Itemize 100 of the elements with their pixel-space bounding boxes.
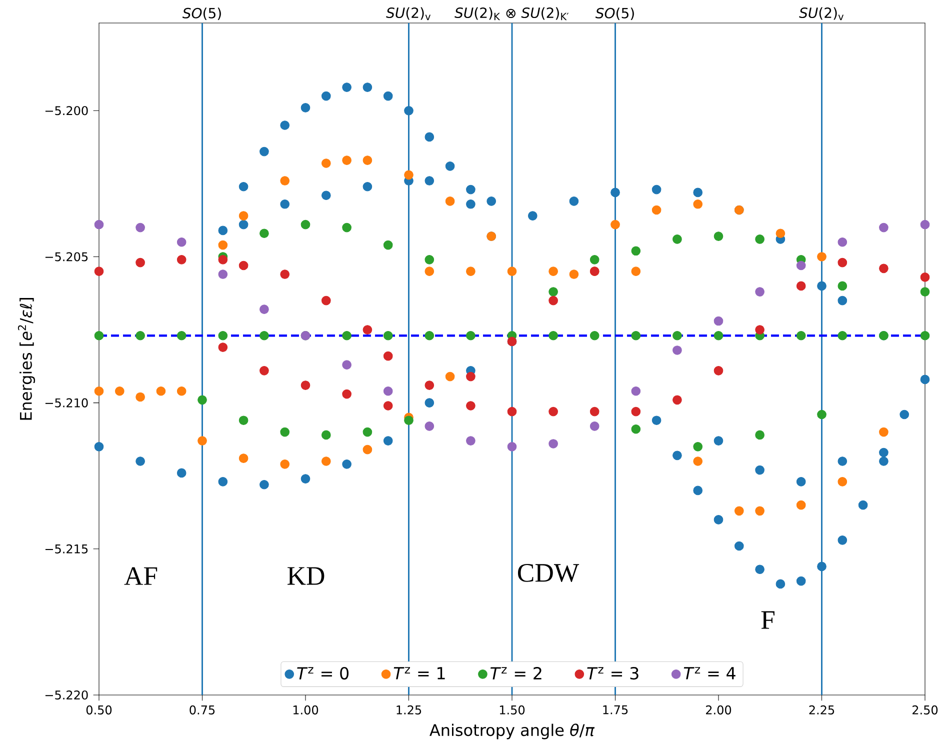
point xyxy=(548,287,558,296)
point xyxy=(280,427,290,437)
point xyxy=(838,477,848,486)
point xyxy=(631,424,641,434)
point xyxy=(260,228,269,238)
point xyxy=(238,416,248,426)
annotation: CDW xyxy=(518,564,580,582)
point xyxy=(507,442,517,452)
point xyxy=(879,427,888,437)
point xyxy=(238,454,248,464)
point xyxy=(672,330,682,340)
point xyxy=(796,330,806,340)
point xyxy=(176,386,186,396)
point xyxy=(548,266,558,276)
x-tick-label: 1.75 xyxy=(603,705,628,714)
point xyxy=(383,351,393,361)
point xyxy=(362,156,372,165)
point xyxy=(796,260,806,270)
point xyxy=(714,232,724,241)
point xyxy=(280,176,290,186)
point xyxy=(672,395,682,405)
point xyxy=(424,380,434,390)
point xyxy=(94,386,104,396)
y-tick-label: −5.220 xyxy=(45,690,88,700)
point xyxy=(321,296,331,306)
annotation: AF xyxy=(124,567,158,585)
ref-line-label: SO(5) xyxy=(595,8,634,20)
point xyxy=(136,330,145,340)
point xyxy=(280,270,290,279)
point xyxy=(383,240,393,250)
point xyxy=(631,406,641,416)
point xyxy=(817,252,826,262)
legend-label: T$^{z}$ = 3 xyxy=(587,666,638,680)
point xyxy=(136,222,145,232)
point xyxy=(796,500,806,510)
point xyxy=(362,444,372,454)
point xyxy=(714,330,724,340)
point xyxy=(631,266,641,276)
point xyxy=(838,237,848,247)
point xyxy=(879,222,888,232)
x-tick-label: 2.00 xyxy=(706,705,732,714)
point xyxy=(548,330,558,340)
point xyxy=(342,222,352,232)
point xyxy=(548,406,558,416)
point xyxy=(136,258,145,268)
point xyxy=(507,406,517,416)
point xyxy=(218,342,228,352)
point xyxy=(176,237,186,247)
point xyxy=(590,406,600,416)
x-axis-title: Anisotropy angle θ/π xyxy=(430,724,595,740)
point xyxy=(424,266,434,276)
point xyxy=(218,254,228,264)
ref-line-label: SU(2)$_{K}$ ⊗ SU(2)$_{K′}$ xyxy=(454,7,569,20)
annotation: F xyxy=(761,611,774,629)
point xyxy=(652,205,662,215)
point xyxy=(198,436,207,446)
point xyxy=(136,392,145,402)
point xyxy=(94,220,104,230)
point xyxy=(342,389,352,399)
point xyxy=(693,442,703,452)
legend-label: T$^{z}$ = 1 xyxy=(394,667,445,680)
x-tick-label: 1.25 xyxy=(396,705,422,714)
point xyxy=(342,330,352,340)
point xyxy=(176,254,186,264)
point xyxy=(238,260,248,270)
point xyxy=(920,330,930,340)
y-tick-label: −5.205 xyxy=(45,252,88,262)
x-tick-label: 1.50 xyxy=(500,705,525,714)
point xyxy=(920,272,930,282)
point xyxy=(300,220,310,230)
point xyxy=(548,439,558,448)
point xyxy=(714,366,724,376)
point xyxy=(631,386,641,396)
point xyxy=(920,220,930,230)
point xyxy=(321,158,331,168)
point xyxy=(755,234,764,244)
point xyxy=(755,287,764,296)
point xyxy=(321,430,331,440)
point xyxy=(755,325,764,334)
ref-line-label: SU(2)$_{v}$ xyxy=(799,7,844,20)
point xyxy=(590,330,600,340)
point xyxy=(466,401,476,410)
legend-label: T$^{z}$ = 2 xyxy=(490,666,542,680)
point xyxy=(260,330,269,340)
point xyxy=(424,254,434,264)
x-tick-label: 2.25 xyxy=(809,705,834,714)
point xyxy=(879,264,888,274)
point xyxy=(817,410,826,420)
x-tick-label: 0.75 xyxy=(190,705,215,714)
point xyxy=(838,258,848,268)
point xyxy=(342,156,352,165)
point xyxy=(198,395,207,405)
point xyxy=(424,330,434,340)
point xyxy=(672,346,682,355)
point xyxy=(218,330,228,340)
point xyxy=(383,330,393,340)
point xyxy=(693,199,703,209)
x-tick-label: 2.50 xyxy=(912,705,938,714)
point xyxy=(342,360,352,370)
point xyxy=(94,266,104,276)
